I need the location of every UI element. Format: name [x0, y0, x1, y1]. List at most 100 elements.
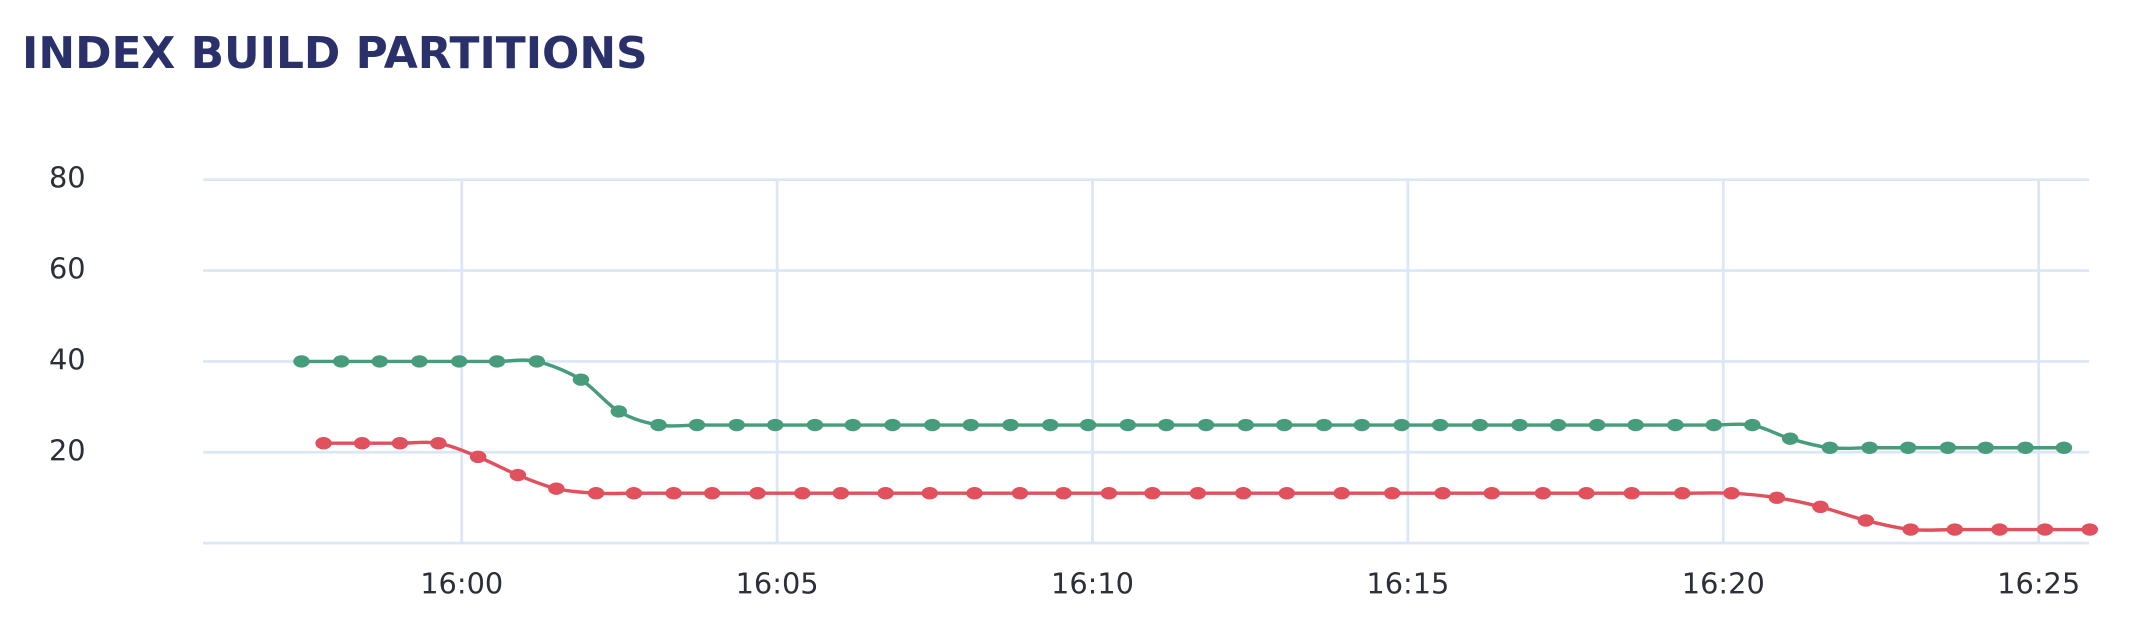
- data-point: [587, 487, 605, 500]
- data-point: [1899, 441, 1917, 454]
- data-point: [1144, 487, 1161, 500]
- data-point: [1431, 418, 1449, 432]
- data-point: [1549, 418, 1567, 432]
- data-point: [1977, 441, 1994, 454]
- y-tick-label: 20: [49, 433, 86, 467]
- data-point: [293, 355, 310, 368]
- data-point: [749, 487, 766, 500]
- data-point: [1100, 487, 1118, 500]
- data-point: [1079, 418, 1097, 432]
- data-point: [766, 418, 784, 432]
- data-point: [469, 450, 487, 464]
- data-point: [703, 487, 721, 500]
- data-point: [1768, 491, 1786, 504]
- data-point: [1333, 487, 1350, 500]
- data-point: [921, 487, 938, 500]
- plot: [293, 355, 2099, 536]
- data-point: [528, 355, 546, 368]
- data-point: [315, 437, 332, 450]
- data-point: [1278, 487, 1296, 500]
- data-point: [391, 437, 409, 450]
- data-point: [1276, 418, 1293, 432]
- data-point: [1744, 418, 1761, 432]
- data-point: [1902, 523, 1919, 536]
- data-point: [962, 418, 979, 432]
- data-point: [966, 487, 983, 500]
- chart-title: INDEX BUILD PARTITIONS: [22, 28, 648, 79]
- data-point: [2081, 523, 2099, 536]
- data-point: [1946, 523, 1964, 536]
- data-point: [877, 487, 894, 500]
- x-tick-label: 16:25: [1997, 567, 2080, 601]
- data-point: [728, 418, 745, 432]
- data-point: [488, 355, 506, 368]
- data-point: [1002, 418, 1019, 432]
- data-point: [1623, 487, 1641, 500]
- data-point: [1534, 487, 1552, 500]
- x-tick-label: 16:05: [736, 567, 819, 601]
- data-point: [1189, 487, 1207, 500]
- data-point: [333, 355, 350, 368]
- data-point: [610, 405, 628, 418]
- data-point: [1857, 514, 1875, 527]
- data-point: [1434, 487, 1451, 500]
- data-point: [794, 487, 811, 500]
- data-point: [572, 373, 590, 386]
- data-point: [1393, 418, 1410, 432]
- data-point: [1821, 441, 1839, 454]
- data-point: [844, 418, 862, 432]
- data-point: [625, 487, 643, 500]
- data-point: [1812, 500, 1829, 514]
- data-point: [1197, 418, 1215, 432]
- x-tick-label: 16:00: [420, 567, 503, 601]
- data-point: [2055, 441, 2073, 454]
- y-tick-label: 60: [49, 252, 86, 286]
- data-point: [1705, 418, 1723, 432]
- data-point: [1781, 432, 1799, 445]
- y-tick-label: 80: [49, 161, 86, 195]
- data-point: [1042, 418, 1059, 432]
- data-point: [1235, 487, 1252, 500]
- data-point: [353, 437, 371, 450]
- data-point: [1383, 487, 1401, 500]
- data-point: [1471, 418, 1489, 432]
- data-point: [1511, 418, 1528, 432]
- data-point: [1158, 418, 1175, 432]
- data-point: [371, 355, 388, 368]
- data-point: [1011, 487, 1029, 500]
- data-point: [924, 418, 941, 432]
- data-point: [1237, 418, 1255, 432]
- data-point: [1588, 418, 1606, 432]
- data-point: [548, 482, 565, 495]
- data-point: [509, 468, 527, 482]
- series-line: [323, 440, 2090, 532]
- data-point: [832, 487, 850, 500]
- data-point: [1861, 441, 1878, 454]
- data-point: [450, 355, 468, 368]
- data-point: [1667, 418, 1684, 432]
- data-point: [665, 487, 682, 500]
- x-tick-label: 16:20: [1682, 567, 1765, 601]
- data-point: [1119, 418, 1137, 432]
- data-point: [650, 418, 667, 432]
- data-point: [411, 355, 428, 368]
- data-point: [430, 437, 447, 450]
- data-point: [806, 418, 824, 432]
- data-point: [1483, 487, 1501, 500]
- data-point: [2036, 523, 2054, 536]
- series-line: [301, 358, 2064, 451]
- x-tick-label: 16:10: [1051, 567, 1134, 601]
- data-point: [1991, 523, 2008, 536]
- x-tick-label: 16:15: [1366, 567, 1449, 601]
- data-point: [1627, 418, 1644, 432]
- data-point: [1939, 441, 1957, 454]
- data-point: [688, 418, 706, 432]
- data-point: [1578, 487, 1595, 500]
- data-point: [1674, 487, 1691, 500]
- data-point: [1353, 418, 1371, 432]
- data-point: [1055, 487, 1072, 500]
- y-tick-label: 40: [49, 342, 86, 376]
- data-point: [1315, 418, 1333, 432]
